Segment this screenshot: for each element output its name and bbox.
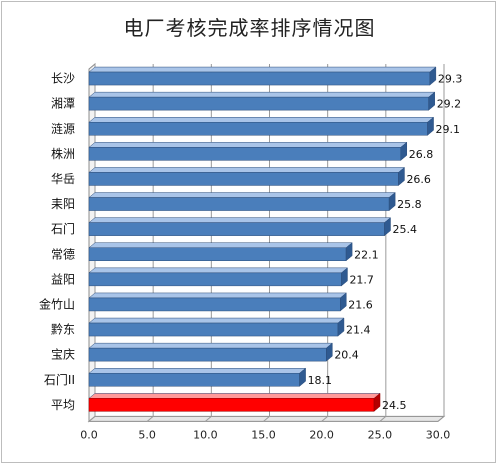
bar-end-cap (326, 342, 333, 362)
bar-end-cap (400, 141, 408, 161)
x-tick-label: 25.0 (368, 428, 393, 441)
category-label: 株洲 (51, 146, 75, 161)
bar (88, 147, 402, 161)
gridline-floor (205, 416, 212, 422)
bar-end-cap (384, 217, 391, 237)
bar-top-face (88, 217, 392, 223)
category-label: 常德 (51, 246, 75, 261)
bar-chart-plot: 0.0 5.0 10.0 15.0 20.0 25.0 30.0 长沙 29.3 湘潭 29.2 涟源… (39, 62, 463, 441)
x-tick-label: 20.0 (309, 428, 334, 441)
category-label: 华岳 (51, 172, 75, 186)
bar-top-face (88, 66, 437, 73)
category-label: 黔东 (51, 322, 75, 337)
bar (88, 373, 300, 387)
x-tick-label: 5.0 (138, 428, 156, 441)
x-tick-label: 0.0 (80, 428, 98, 441)
bar (88, 347, 327, 362)
gridline-floor (146, 416, 154, 422)
bar (88, 297, 341, 312)
gridline-floor (321, 416, 328, 422)
bar-end-cap (345, 242, 353, 262)
bar-end-cap (427, 116, 434, 136)
bar-end-cap (373, 392, 381, 412)
bar-top-face (88, 142, 408, 148)
category-label: 石门II (44, 372, 75, 387)
bar (88, 247, 347, 261)
bar-top-face (88, 167, 406, 173)
data-label: 29.1 (436, 123, 461, 136)
bar (88, 197, 390, 211)
category-label: 长沙 (51, 72, 75, 86)
x-tick-label: 10.0 (193, 428, 218, 441)
bar (88, 398, 375, 412)
bar-end-cap (337, 317, 345, 337)
data-label: 26.6 (406, 173, 431, 186)
x-tick-label: 15.0 (251, 428, 276, 441)
data-label: 26.8 (409, 148, 434, 161)
gridline-floor (88, 416, 96, 422)
data-label: 29.2 (437, 98, 462, 111)
bar (88, 172, 399, 186)
chart-frame: 电厂考核完成率排序情况图 0.0 5.0 10.0 15.0 20.0 25.0 30.0 长… (1, 1, 496, 463)
gridline-floor (263, 416, 270, 422)
category-label: 宝庆 (51, 348, 75, 362)
category-label: 耒阳 (51, 197, 75, 211)
category-label: 金竹山 (39, 296, 75, 311)
data-label: 18.1 (308, 374, 333, 387)
bar (88, 71, 431, 86)
bar-top-face (88, 242, 353, 248)
gridline-floor (379, 416, 387, 422)
data-label: 22.1 (354, 248, 379, 261)
bar (88, 272, 342, 287)
bar-end-cap (299, 367, 306, 387)
bar (88, 96, 429, 111)
chart-title: 电厂考核完成率排序情况图 (123, 16, 376, 40)
bar-top-face (88, 267, 349, 274)
bar-end-cap (398, 166, 405, 186)
bar-top-face (88, 393, 381, 399)
data-label: 25.4 (392, 223, 417, 236)
category-label: 益阳 (51, 272, 75, 286)
category-label: 湘潭 (51, 96, 75, 111)
bar-top-face (88, 342, 334, 349)
data-label: 20.4 (334, 349, 359, 362)
gridline-floor (437, 416, 445, 422)
category-label: 平均 (51, 398, 75, 412)
bar (88, 122, 428, 136)
side-wall (88, 62, 96, 423)
bar-top-face (88, 192, 396, 198)
bar-top-face (88, 91, 436, 98)
data-label: 21.7 (349, 273, 374, 286)
bar-end-cap (340, 292, 347, 312)
bar-end-cap (429, 66, 437, 86)
bar-end-cap (341, 267, 348, 287)
data-label: 21.6 (348, 298, 373, 311)
bar-top-face (88, 317, 345, 324)
bar-top-face (88, 368, 307, 374)
bar (88, 222, 385, 236)
bar-end-cap (428, 91, 435, 111)
data-label: 29.3 (438, 73, 463, 86)
data-label: 24.5 (382, 399, 407, 412)
bar-top-face (88, 292, 347, 299)
data-label: 25.8 (397, 198, 422, 211)
data-label: 21.4 (346, 324, 371, 337)
category-label: 涟源 (51, 121, 75, 136)
x-tick-label: 30.0 (426, 428, 451, 441)
bar-end-cap (388, 192, 396, 212)
bar (88, 322, 339, 337)
category-label: 石门 (51, 221, 75, 236)
bar-top-face (88, 117, 435, 123)
